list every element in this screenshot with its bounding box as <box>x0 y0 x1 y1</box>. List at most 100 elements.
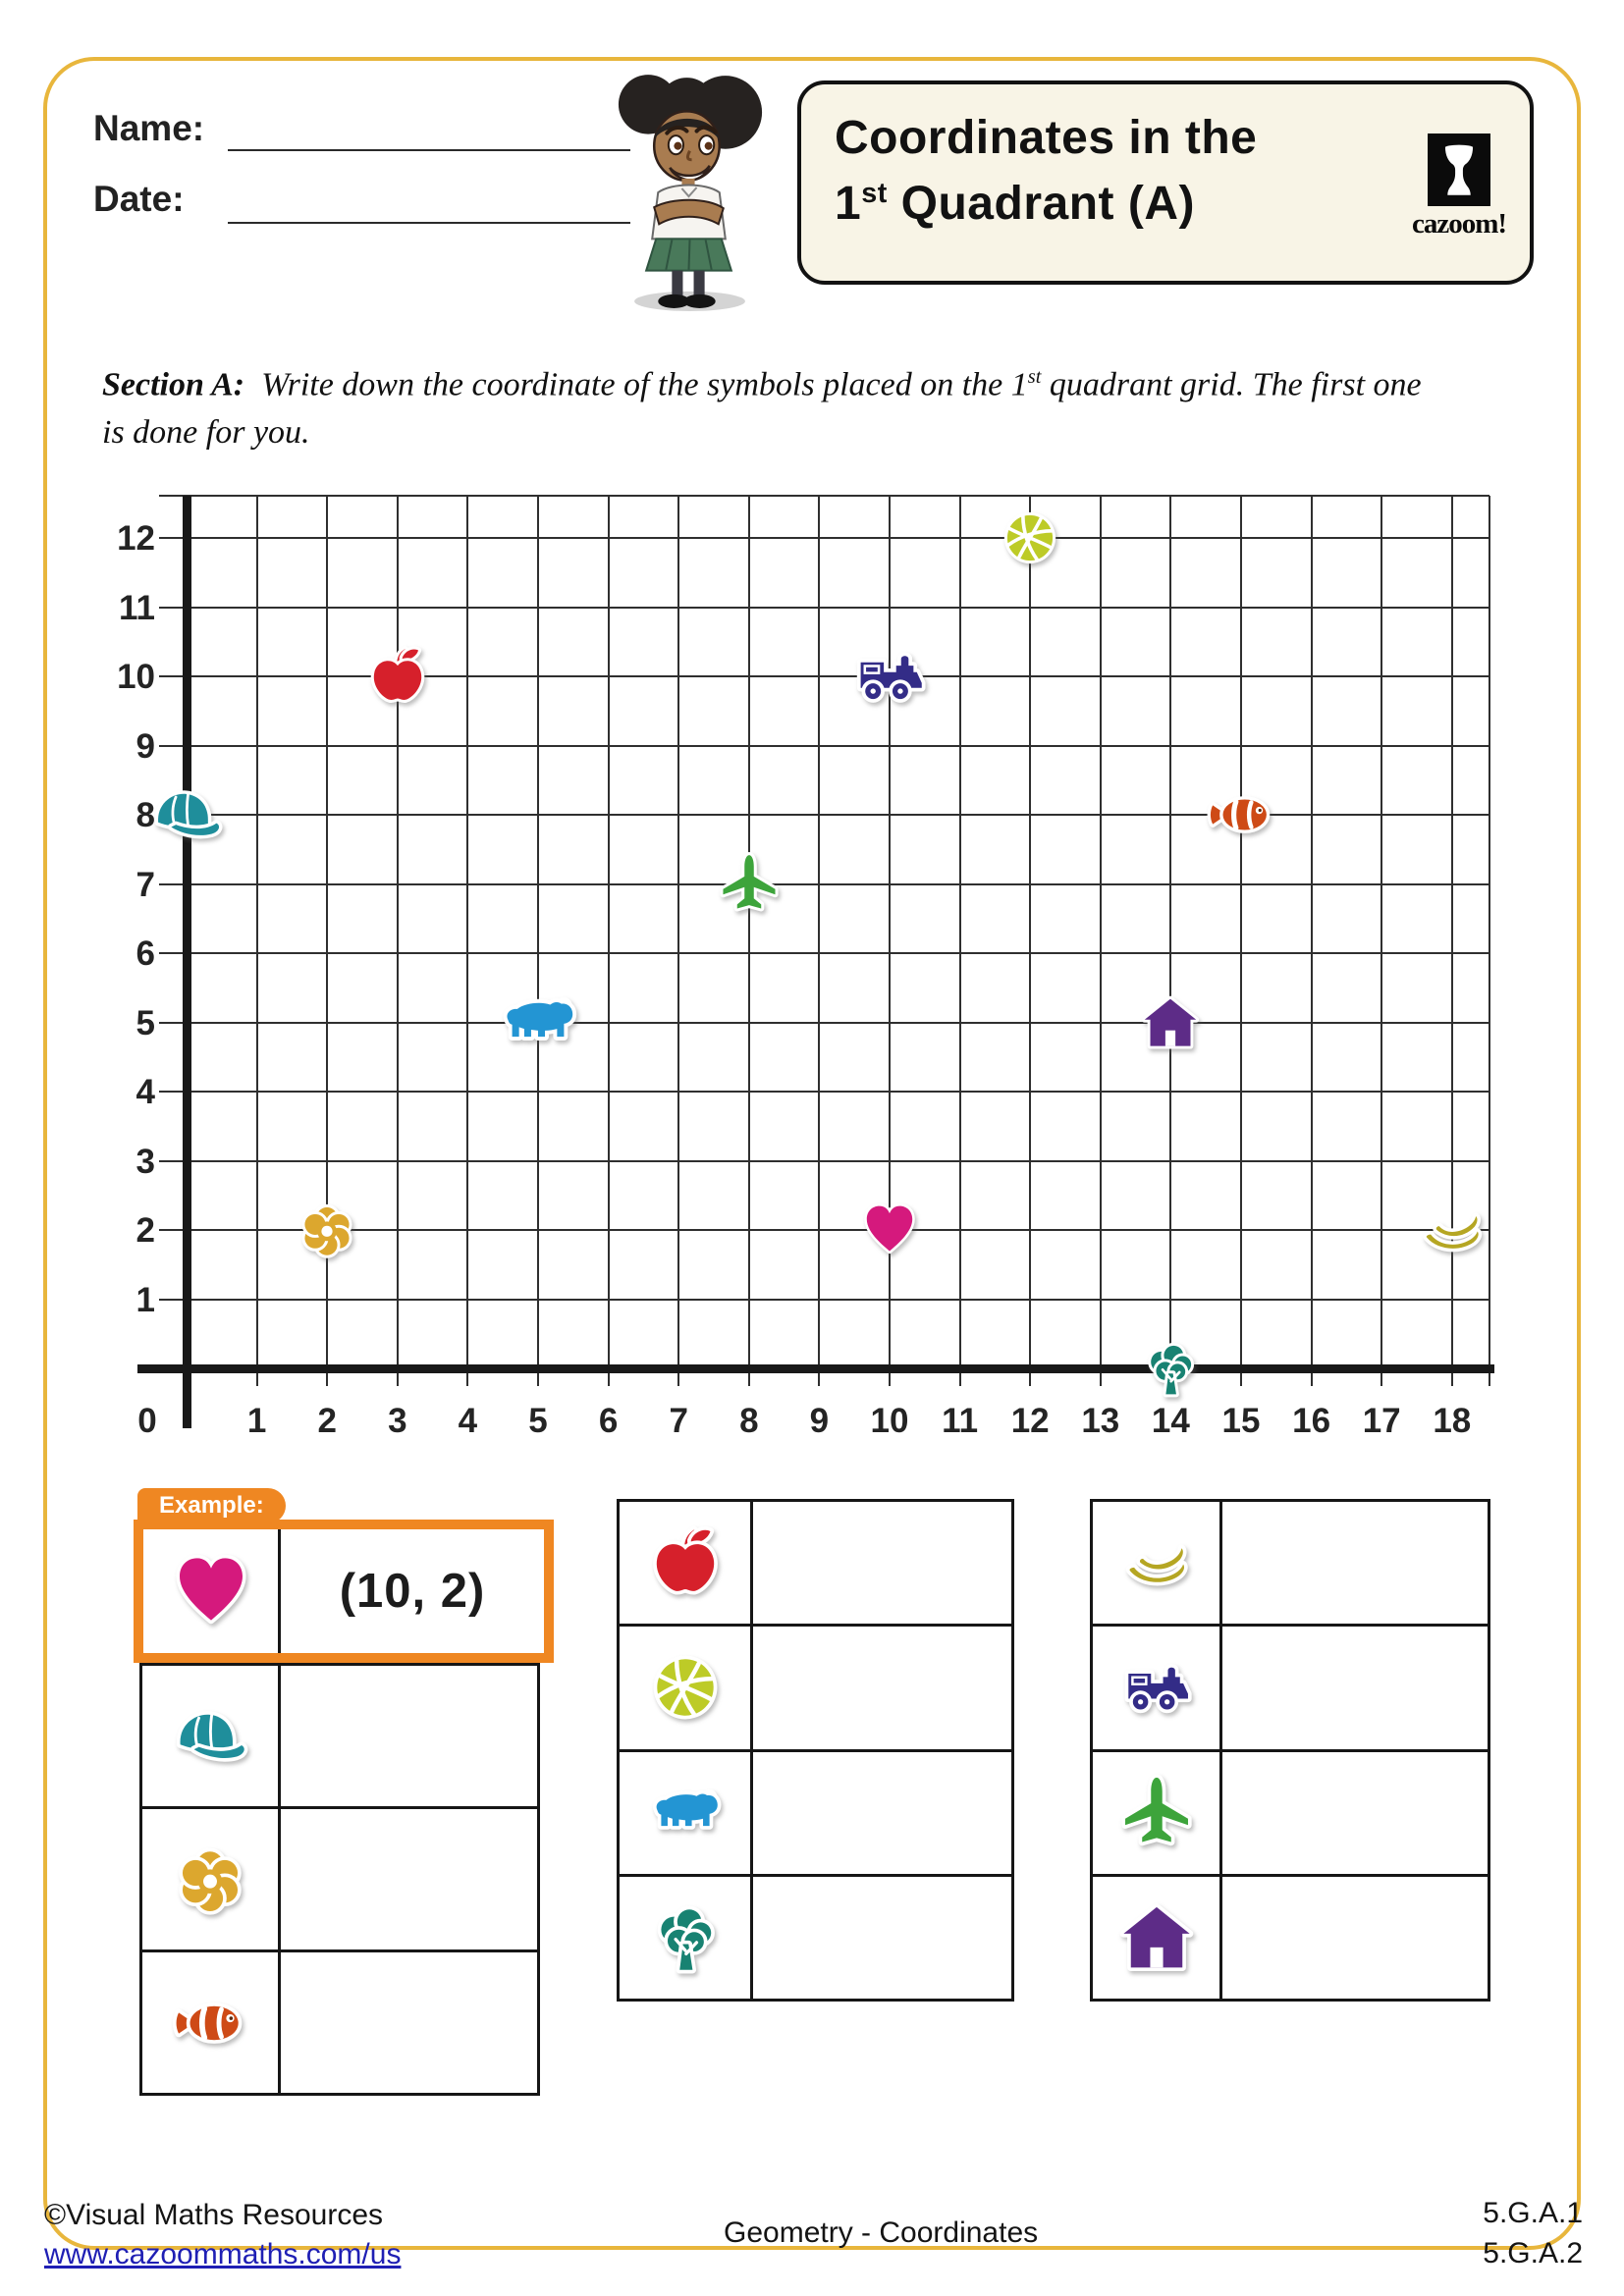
house-icon <box>1116 1897 1197 1978</box>
y-axis-label: 11 <box>119 588 155 627</box>
date-line[interactable] <box>228 222 630 224</box>
x-axis-label: 3 <box>388 1402 407 1440</box>
grid-line-h <box>159 537 1489 539</box>
y-axis <box>183 496 191 1428</box>
grid-line-h <box>159 1159 1489 1162</box>
example-tab: Example: <box>137 1488 286 1523</box>
y-axis-label: 6 <box>135 934 155 973</box>
symbol-cell <box>1093 1751 1222 1874</box>
y-axis-label: 8 <box>135 796 155 834</box>
table-row <box>620 1627 1011 1752</box>
answer-cell[interactable] <box>1222 1502 1488 1624</box>
y-axis-label: 2 <box>135 1211 155 1250</box>
grid-line-v <box>1169 496 1172 1386</box>
example-symbol-cell <box>143 1529 281 1653</box>
section-a-instructions: Section A: Write down the coordinate of … <box>102 366 1422 452</box>
symbol-cell <box>620 1502 753 1625</box>
x-axis-label: 14 <box>1151 1402 1190 1440</box>
cap-icon <box>170 1696 250 1777</box>
grid-line-h <box>159 1091 1489 1093</box>
x-axis-label: 7 <box>669 1402 688 1440</box>
symbol-cell <box>620 1627 753 1749</box>
answer-table-left <box>139 1663 540 2096</box>
answer-cell[interactable] <box>281 1666 537 1806</box>
y-axis-label: 9 <box>135 726 155 766</box>
grid-symbol-heart <box>861 1201 918 1258</box>
x-axis-label: 2 <box>317 1402 337 1440</box>
example-box: (10, 2) <box>134 1520 554 1663</box>
logo-text: cazoom! <box>1411 208 1507 240</box>
grid-symbol-basketball <box>998 506 1062 570</box>
x-axis-label: 9 <box>809 1402 830 1440</box>
grid-line-v <box>1029 496 1032 1386</box>
grid-symbol-bear <box>495 980 581 1066</box>
name-line[interactable] <box>228 149 630 151</box>
footer-link[interactable]: www.cazoommaths.com/us <box>44 2238 402 2270</box>
grid-line-h <box>159 814 1489 816</box>
answer-table-middle <box>617 1499 1014 2002</box>
table-row <box>142 1809 537 1952</box>
grid-line-h <box>159 952 1489 954</box>
apple-icon <box>645 1522 726 1603</box>
grid-line-v <box>396 496 399 1386</box>
answer-cell[interactable] <box>1222 1877 1488 1999</box>
bear-icon <box>645 1773 726 1853</box>
symbol-cell <box>620 1876 753 1999</box>
answer-cell[interactable] <box>753 1752 1011 1874</box>
grid-symbol-flower <box>295 1198 359 1262</box>
y-axis-label: 5 <box>135 1003 155 1042</box>
train-icon <box>1116 1647 1197 1728</box>
y-axis-label: 7 <box>135 865 155 904</box>
grid-line-h <box>159 675 1489 677</box>
answer-cell[interactable] <box>281 1809 537 1949</box>
answer-cell[interactable] <box>1222 1627 1488 1748</box>
x-axis-label: 18 <box>1433 1402 1472 1440</box>
bananas-icon <box>1116 1522 1197 1603</box>
table-row <box>620 1876 1011 1999</box>
y-axis-label: 4 <box>135 1073 155 1111</box>
x-axis-label: 8 <box>739 1402 759 1440</box>
heart-icon <box>172 1552 250 1630</box>
answer-cell[interactable] <box>753 1877 1011 1999</box>
grid-line-v <box>818 496 821 1386</box>
grid-line-h <box>159 606 1489 609</box>
symbol-cell <box>620 1751 753 1874</box>
tree-icon <box>645 1897 726 1978</box>
answer-cell[interactable] <box>1222 1752 1488 1874</box>
x-axis-label: 4 <box>458 1402 478 1440</box>
grid-line-v <box>537 496 539 1386</box>
grid-line-v <box>607 496 610 1386</box>
example-answer: (10, 2) <box>339 1565 486 1618</box>
y-axis-label: 1 <box>135 1280 155 1319</box>
x-axis-label: 17 <box>1362 1402 1401 1440</box>
grid-line-h <box>159 495 1489 497</box>
fish-icon <box>170 1983 250 2063</box>
table-row <box>142 1666 537 1809</box>
x-axis-label: 5 <box>528 1402 548 1440</box>
x-axis-label: 12 <box>1010 1402 1050 1440</box>
grid-line-h <box>159 1298 1489 1301</box>
table-row <box>1093 1627 1488 1752</box>
grid-symbol-bananas <box>1414 1192 1490 1268</box>
y-axis-label: 10 <box>117 658 155 696</box>
flower-icon <box>170 1840 250 1920</box>
grid-line-v <box>1450 496 1453 1386</box>
grid-line-v <box>1489 496 1490 1386</box>
grid-line-v <box>747 496 750 1386</box>
answer-cell[interactable] <box>753 1627 1011 1748</box>
grid-line-v <box>1240 496 1242 1386</box>
answer-cell[interactable] <box>753 1502 1011 1624</box>
symbol-cell <box>1093 1627 1222 1749</box>
x-axis-label: 16 <box>1292 1402 1331 1440</box>
grid-line-v <box>1099 496 1102 1386</box>
answer-cell[interactable] <box>281 1952 537 2093</box>
grid-line-v <box>889 496 891 1386</box>
grid-line-v <box>958 496 961 1386</box>
grid-line-h <box>159 1021 1489 1024</box>
grid-line-h <box>159 1229 1489 1231</box>
grid-symbol-airplane <box>716 851 783 918</box>
girl-illustration <box>618 75 763 311</box>
x-axis-label: 0 <box>137 1402 157 1440</box>
answer-table-right <box>1090 1499 1490 2002</box>
